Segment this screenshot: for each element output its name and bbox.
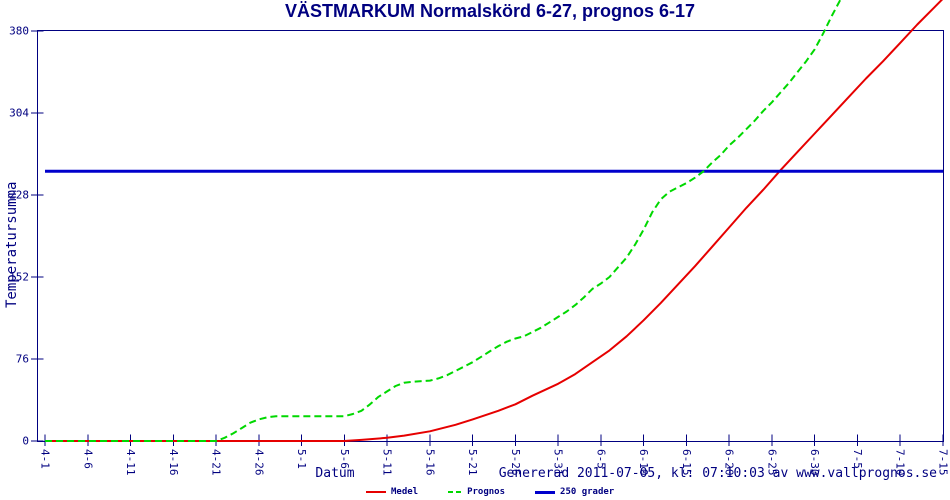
legend-label-medel: Medel [391,487,419,497]
reference-line-sample-icon [535,490,556,494]
x-tick-label: 6-10 [637,449,650,476]
chart-title: VÄSTMARKUM Normalskörd 6-27, prognos 6-1… [284,1,696,21]
x-axis-label: Datum [315,466,355,481]
x-tick-label: 4-26 [252,449,265,476]
y-tick-label: 0 [22,435,29,448]
x-tick-label: 4-11 [124,449,137,476]
x-tick-label: 4-1 [39,449,52,469]
x-tick-label: 7-10 [894,449,907,476]
y-tick-label: 152 [9,271,29,284]
x-tick-label: 5-11 [381,449,394,476]
x-tick-label: 4-21 [210,449,223,476]
y-tick-label: 228 [9,189,29,202]
y-tick-label: 380 [9,25,29,38]
legend-item-250-grader: 250 grader [535,487,614,497]
legend-label-250-grader: 250 grader [560,487,615,497]
x-tick-label: 6-5 [594,449,607,469]
x-tick-label: 6-15 [680,449,693,476]
x-tick-label: 4-6 [81,449,94,469]
plot-frame [37,30,944,442]
legend-item-medel: Medel [366,487,418,497]
legend-label-prognos: Prognos [467,487,506,497]
x-tick-label: 6-20 [723,449,736,476]
legend: Medel Prognos 250 grader [366,487,614,497]
y-tick-label: 76 [16,353,29,366]
x-tick-label: 6-25 [765,449,778,476]
series-line-prognos [45,0,842,442]
series-line-medel [45,0,944,442]
x-tick-label: 6-30 [808,449,821,476]
legend-item-prognos: Prognos [448,487,505,497]
generated-timestamp-text: Genererad 2011-07-05, kl: 07:10:03 av ww… [498,466,937,481]
medel-line-sample-icon [366,491,386,493]
y-axis-label: Temperatursumma [4,181,20,308]
prognos-line-sample-icon [448,491,463,493]
x-tick-label: 4-16 [167,449,180,476]
y-tick-label: 304 [9,107,29,120]
x-tick-label: 7-15 [937,449,950,476]
x-tick-label: 5-21 [466,449,479,476]
x-tick-label: 7-5 [851,449,864,469]
x-tick-label: 5-1 [295,449,308,469]
x-tick-label: 5-31 [552,449,565,476]
x-tick-label: 5-16 [423,449,436,476]
x-tick-label: 5-6 [338,449,351,469]
x-tick-label: 5-26 [509,449,522,476]
